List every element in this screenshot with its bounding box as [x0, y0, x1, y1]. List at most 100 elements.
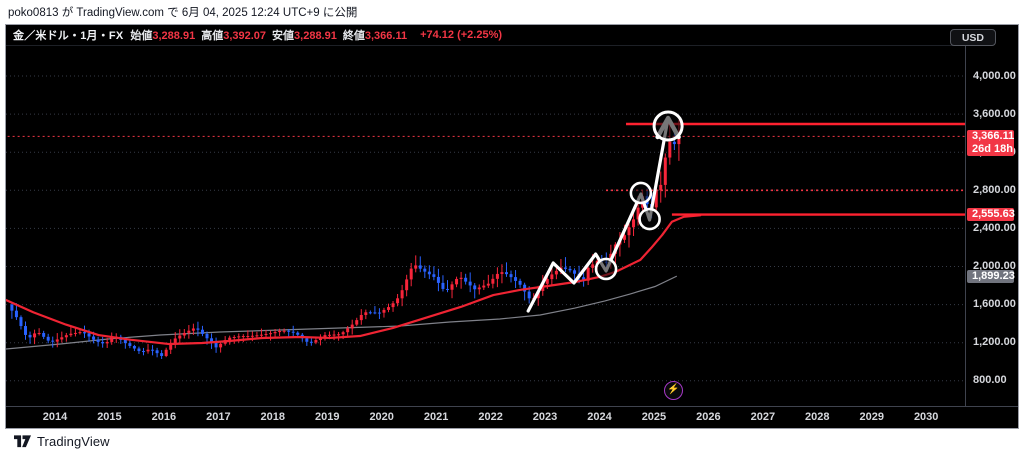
attribution[interactable]: TradingView — [14, 434, 110, 449]
candle-body — [518, 280, 522, 285]
candle-body — [10, 304, 14, 311]
candle-body — [146, 349, 150, 352]
lightning-button[interactable]: ⚡ — [664, 381, 683, 400]
year-tick-label: 2025 — [641, 411, 667, 423]
candle-body — [554, 270, 558, 275]
price-tick-label: 800.00 — [973, 374, 1007, 387]
candle-body — [214, 342, 218, 348]
candle-body — [586, 267, 590, 281]
year-tick-label: 2029 — [859, 411, 884, 423]
circle-annotation — [594, 257, 618, 281]
candle-body — [132, 345, 136, 349]
candle-body — [191, 328, 195, 331]
candle-body — [210, 338, 214, 343]
ohlc-field: 終値3,366.11 — [342, 30, 408, 42]
year-tick-label: 2020 — [369, 411, 394, 423]
candle-body — [269, 333, 273, 335]
candle-body — [33, 333, 37, 338]
candle-body — [500, 272, 504, 274]
candle-body — [178, 335, 182, 339]
chart-canvas[interactable] — [6, 45, 965, 406]
candle-body — [287, 330, 291, 332]
candle-body — [69, 333, 73, 336]
candle-body — [527, 291, 531, 299]
candle-body — [432, 274, 436, 277]
candle-body — [14, 310, 18, 318]
candle-body — [92, 336, 96, 340]
candle-body — [441, 282, 445, 289]
candle-body — [464, 277, 468, 282]
candle-body — [328, 334, 332, 336]
candle-body — [414, 265, 418, 269]
price-tick-label: 1,600.00 — [973, 298, 1016, 311]
candle-body — [160, 353, 164, 356]
candle-body — [627, 227, 631, 236]
candle-body — [87, 333, 91, 337]
candle-body — [64, 335, 68, 338]
ohlc-field: 始値3,288.91 — [130, 30, 196, 42]
candle-body — [668, 141, 672, 158]
price-axis[interactable]: 4,000.003,600.003,200.002,800.002,400.00… — [966, 45, 1017, 406]
year-tick-label: 2014 — [42, 411, 68, 423]
candle-body — [318, 337, 322, 341]
candle-body — [151, 349, 155, 351]
candle-body — [495, 273, 499, 279]
candle-body — [96, 339, 100, 342]
candle-body — [459, 277, 463, 279]
candle-body — [309, 341, 313, 343]
candle-body — [400, 290, 404, 299]
ohlc-field: 安値3,288.91 — [272, 30, 337, 42]
candle-body — [477, 287, 481, 290]
candle-body — [622, 235, 626, 240]
axis-separator-vertical — [965, 45, 966, 427]
candle-body — [205, 333, 209, 339]
candle-body — [305, 338, 309, 342]
candle-body — [636, 207, 640, 220]
candle-body — [568, 268, 572, 271]
circle-annotation — [652, 110, 684, 142]
candle-body — [42, 333, 46, 337]
gray-ma-line — [6, 275, 678, 350]
candle-body — [663, 157, 667, 185]
candle-body — [346, 328, 350, 333]
candle-body — [55, 339, 59, 342]
price-tick-label: 3,600.00 — [973, 107, 1016, 120]
candle-body — [246, 336, 250, 338]
candle-body — [550, 274, 554, 280]
candle-body — [382, 309, 386, 313]
candle-body — [418, 265, 422, 269]
candle-body — [350, 324, 354, 329]
candle-body — [445, 288, 449, 290]
time-axis[interactable]: 2014 2015 2016 2017 2018 2019 2020 2021 2022 2023… — [6, 407, 1018, 428]
candle-body — [296, 332, 300, 335]
candle-body — [387, 307, 391, 310]
year-tick-label: 2017 — [206, 411, 231, 423]
lightning-icon: ⚡ — [667, 384, 680, 395]
currency-toggle-button[interactable]: USD — [949, 29, 996, 46]
candle-body — [278, 330, 282, 333]
candle-body — [155, 350, 159, 354]
candle-body — [632, 219, 636, 228]
price-tick-label: 2,400.00 — [973, 221, 1016, 234]
candle-body — [332, 334, 336, 336]
candle-body — [427, 271, 431, 275]
candle-body — [405, 279, 409, 291]
candle-body — [241, 336, 245, 338]
candle-body — [24, 326, 28, 335]
candle-body — [105, 341, 109, 344]
candle-body — [654, 190, 658, 208]
axis-separator-horizontal — [6, 406, 1018, 407]
candle-body — [323, 335, 327, 338]
candle-body — [482, 285, 486, 288]
candle-body — [450, 284, 454, 290]
candle-body — [364, 312, 368, 315]
year-tick-label: 2026 — [696, 411, 721, 423]
candles — [10, 119, 681, 359]
candle-body — [396, 298, 400, 304]
candle-body — [37, 333, 41, 335]
candle-body — [523, 284, 527, 292]
candle-body — [264, 333, 268, 335]
year-tick-label: 2024 — [587, 411, 612, 423]
candle-body — [282, 330, 286, 332]
circle-annotation — [638, 207, 661, 231]
